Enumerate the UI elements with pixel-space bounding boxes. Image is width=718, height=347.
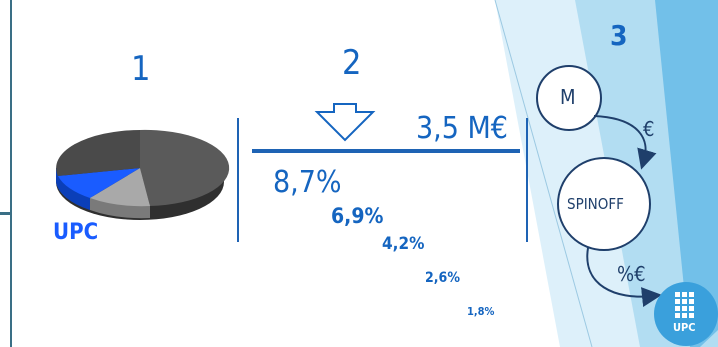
- pie-slice-dark: [140, 129, 230, 206]
- panel-strong: [655, 0, 718, 347]
- node-spinoff-label: SPINOFF: [567, 195, 624, 213]
- arrow2-percent-euro-label: %€: [617, 262, 646, 286]
- upc-logo-dots: [675, 292, 694, 318]
- step-3-number: 3: [610, 19, 628, 52]
- pie-chart: [56, 129, 230, 220]
- percentage-4: 2,6%: [425, 270, 460, 286]
- percentage-1: 8,7%: [273, 165, 342, 200]
- percentage-3: 4,2%: [382, 234, 425, 254]
- percentage-2: 6,9%: [331, 204, 384, 228]
- node-m: [536, 65, 602, 131]
- step-1-number: 1: [131, 49, 151, 89]
- upc-label: UPC: [53, 220, 99, 245]
- node-spinoff: [557, 157, 651, 251]
- upc-logo-text: UPC: [673, 321, 696, 334]
- pie-slice-grey: [90, 168, 150, 207]
- panel-edge-line: [494, 0, 593, 347]
- arrow1-euro-label: €: [643, 117, 655, 141]
- amount-label: 3,5 M€: [416, 111, 508, 146]
- pie-slice-dark-left: [56, 130, 140, 176]
- down-arrow-icon: [314, 103, 376, 142]
- step-2-number: 2: [342, 43, 362, 83]
- arrow-m-to-spinoff: [593, 115, 657, 170]
- left-frame-line: [10, 0, 12, 347]
- arrow-spinoff-to-upc: [586, 247, 662, 308]
- node-m-label: M: [560, 85, 576, 109]
- pie-slice-upc: [58, 168, 140, 198]
- percentage-5: 1,8%: [467, 305, 495, 318]
- left-frame-tab: [0, 212, 10, 215]
